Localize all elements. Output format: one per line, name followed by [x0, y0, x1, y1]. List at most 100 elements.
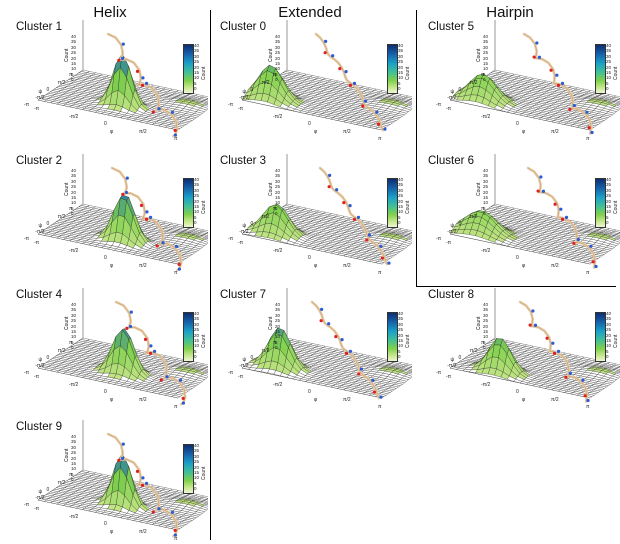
psi-tick-label: -π/2: [447, 362, 457, 369]
z-axis-ticks: 40 35 30 25 20 15 10 5 0: [275, 168, 280, 217]
phi-tick-label: π: [174, 404, 178, 410]
phi-tick-label: -π: [34, 106, 40, 112]
colorbar-tick-label: 5: [194, 214, 197, 220]
colorbar-tick-label: 20: [194, 64, 200, 70]
z-tick-label: 40: [71, 434, 77, 439]
phi-tick-label: -π/2: [69, 113, 79, 120]
colorbar-tick-label: 10: [194, 75, 200, 81]
surface-mesh: [37, 52, 208, 131]
psi-tick-label: 0: [458, 355, 462, 361]
colorbar-tick-label: 35: [606, 48, 612, 54]
surface-plot: [449, 20, 620, 135]
phi-tick-label: -π/2: [69, 247, 79, 254]
panel-cluster-2: Cluster 2 40 35 30 25 20 15 10 5 0 Count 40 35 30 25 20…: [8, 154, 208, 276]
z-tick-label: 20: [275, 55, 281, 61]
surface-mesh: [37, 452, 208, 531]
colorbar-tick-label: 0: [194, 486, 197, 492]
z-tick-label: 35: [71, 39, 77, 45]
colorbar-label: Count: [201, 466, 207, 480]
colorbar-tick-label: 20: [606, 332, 612, 338]
z-axis-ticks: 40 35 30 25 20 15 10 5 0: [275, 34, 280, 83]
psi-tick-label: π/2: [57, 79, 66, 86]
colorbar-tick-label: 5: [606, 80, 609, 86]
z-tick-label: 20: [275, 323, 281, 329]
z-tick-label: 30: [483, 44, 489, 50]
phi-tick-label: π/2: [139, 396, 147, 403]
colorbar-tick-label: 10: [606, 209, 612, 215]
colorbar: [387, 312, 398, 362]
z-tick-label: 25: [71, 50, 77, 56]
colorbar-tick-label: 30: [194, 187, 200, 193]
psi-axis-label: ψ: [450, 223, 455, 229]
phi-tick-label: 0: [516, 255, 519, 261]
surface-mesh: [241, 64, 412, 131]
z-tick-label: 40: [483, 302, 489, 307]
phi-axis-label: φ: [314, 397, 318, 403]
z-tick-label: 35: [71, 307, 77, 313]
peptide-structure: [114, 300, 187, 406]
surface-plot: [37, 154, 208, 272]
z-tick-label: 30: [71, 178, 77, 184]
psi-tick-label: π/2: [57, 347, 66, 354]
z-axis-label: Count: [64, 448, 70, 462]
colorbar-tick-label: 5: [398, 214, 401, 220]
z-axis-ticks: 40 35 30 25 20 15 10 5 0: [483, 302, 488, 351]
colorbar-label: Count: [405, 66, 411, 80]
psi-tick-label: π: [273, 206, 277, 212]
phi-tick-label: -π/2: [69, 381, 79, 388]
psi-tick-label: 0: [46, 221, 50, 227]
phi-axis-label: φ: [314, 129, 318, 135]
colorbar-tick-label: 30: [606, 321, 612, 327]
psi-tick-label: -π/2: [447, 94, 457, 101]
phi-axis-label: φ: [110, 397, 114, 403]
z-tick-label: 10: [483, 334, 489, 340]
colorbar-ticks: 40 35 30 25 20 15 10 5 0: [194, 43, 199, 92]
column-title-helix: Helix: [93, 4, 127, 21]
z-tick-label: 10: [275, 200, 281, 206]
z-tick-label: 15: [275, 61, 281, 67]
phi-tick-label: -π/2: [481, 113, 491, 120]
colorbar-tick-label: 0: [606, 354, 609, 360]
z-tick-label: 0: [71, 211, 74, 217]
z-tick-label: 15: [71, 195, 77, 201]
z-tick-label: 20: [71, 55, 77, 61]
colorbar-tick-label: 20: [398, 332, 404, 338]
colorbar-tick-label: 25: [398, 193, 404, 199]
colorbar-ticks: 40 35 30 25 20 15 10 5 0: [398, 177, 403, 226]
phi-tick-label: π: [378, 404, 382, 410]
colorbar-label: Count: [405, 334, 411, 348]
z-tick-label: 25: [275, 318, 281, 324]
z-tick-label: 15: [71, 329, 77, 335]
colorbar-tick-label: 35: [606, 182, 612, 188]
psi-tick-label: π: [273, 340, 277, 346]
phi-tick-label: 0: [308, 121, 311, 127]
panel-cluster-5: Cluster 5 40 35 30 25 20 15 10 5 0 Count 40 35 30 25 20…: [420, 20, 620, 142]
psi-tick-label: -π: [24, 102, 30, 108]
z-tick-label: 35: [71, 439, 77, 445]
colorbar: [183, 178, 194, 228]
z-tick-label: 25: [483, 50, 489, 56]
phi-axis-label: φ: [314, 263, 318, 269]
surface-plot: [37, 420, 208, 538]
colorbar-tick-label: 20: [194, 332, 200, 338]
panel-cluster-9: Cluster 9 40 35 30 25 20 15 10 5 0 Count 40 35 30 25 20…: [8, 420, 208, 542]
colorbar-tick-label: 20: [398, 198, 404, 204]
colorbar-tick-label: 20: [606, 198, 612, 204]
z-tick-label: 10: [71, 66, 77, 72]
phi-axis-label: φ: [110, 263, 114, 269]
colorbar-tick-label: 5: [606, 214, 609, 220]
z-tick-label: 20: [71, 323, 77, 329]
surface-mesh: [241, 203, 412, 265]
z-tick-label: 25: [483, 318, 489, 324]
phi-tick-label: -π: [238, 374, 244, 380]
phi-tick-label: 0: [308, 255, 311, 261]
surface-plot: [241, 154, 412, 266]
colorbar-tick-label: 30: [398, 53, 404, 59]
phi-axis-label: φ: [522, 397, 526, 403]
z-axis-label: Count: [476, 48, 482, 62]
colorbar-tick-label: 25: [194, 459, 200, 465]
z-tick-label: 10: [71, 466, 77, 472]
peptide-structure: [518, 300, 590, 403]
z-tick-label: 0: [275, 77, 278, 83]
psi-tick-label: -π: [24, 236, 30, 242]
